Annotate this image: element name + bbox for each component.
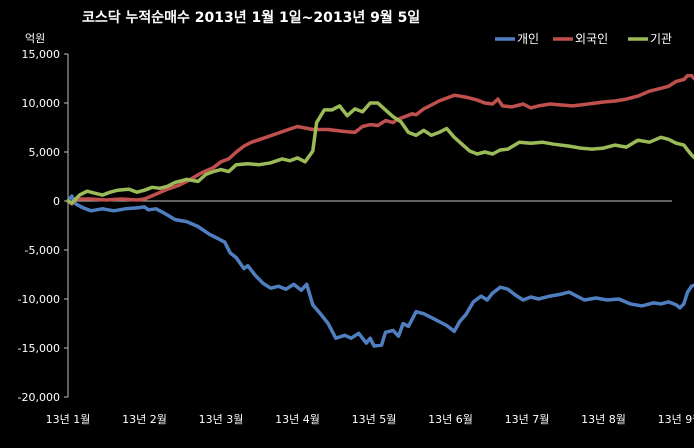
y-tick-label: -15,000 <box>18 342 60 355</box>
y-tick-label: -5,000 <box>25 244 60 257</box>
y-tick-label: 15,000 <box>22 48 61 61</box>
y-tick-label: 0 <box>53 195 60 208</box>
x-tick-label: 13년 1월 <box>46 413 91 426</box>
x-tick-label: 13년 7월 <box>505 413 550 426</box>
y-tick-label: -20,000 <box>18 391 60 404</box>
x-tick-label: 13년 2월 <box>122 413 167 426</box>
tick-labels: 15,000 10,000 5,000 0 -5,000 -10,000 -15,000 -2… <box>18 48 694 426</box>
x-tick-label: 13년 8월 <box>581 413 626 426</box>
y-axis-unit: 억원 <box>25 32 45 45</box>
x-tick-label: 13년 6월 <box>428 413 473 426</box>
series-line-개인 <box>66 194 694 348</box>
y-tick-label: -10,000 <box>18 293 60 306</box>
x-tick-label: 13년 5월 <box>352 413 397 426</box>
series-lines <box>66 73 694 348</box>
y-tick-label: 5,000 <box>29 146 61 159</box>
x-tick-label: 13년 3월 <box>199 413 244 426</box>
series-line-외국인 <box>66 73 694 206</box>
legend-label: 개인 <box>517 32 539 46</box>
legend: 개인 외국인 기관 <box>495 32 672 46</box>
y-tick-label: 10,000 <box>22 97 61 110</box>
legend-label: 외국인 <box>575 32 608 46</box>
x-tick-label: 13년 9월 <box>658 413 694 426</box>
legend-label: 기관 <box>650 32 672 46</box>
x-tick-label: 13년 4월 <box>275 413 320 426</box>
chart-title: 코스닥 누적순매수 2013년 1월 1일~2013년 9월 5일 <box>82 9 420 26</box>
series-line-기관 <box>66 101 694 205</box>
